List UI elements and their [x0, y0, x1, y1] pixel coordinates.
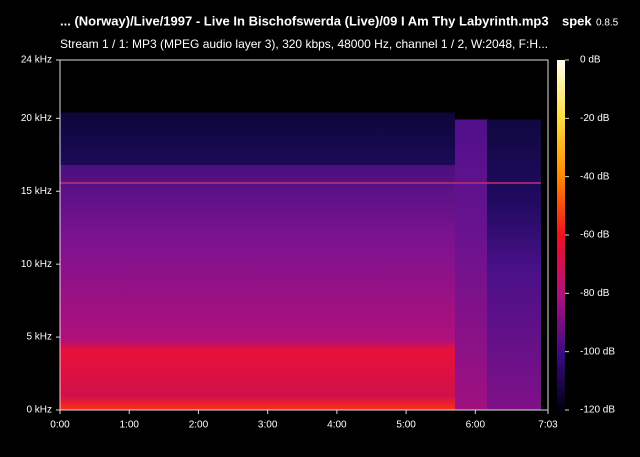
- colorbar-tick-label: -100 dB: [580, 346, 615, 357]
- x-tick-label: 0:00: [50, 420, 70, 431]
- plot-frame: [59, 59, 549, 411]
- y-tick-label: 0 kHz: [26, 405, 52, 416]
- y-tick-label: 10 kHz: [21, 259, 52, 270]
- y-tick-label: 20 kHz: [21, 113, 52, 124]
- x-tick-label: 3:00: [258, 420, 278, 431]
- y-tick-label: 15 kHz: [21, 186, 52, 197]
- x-tick-label: 5:00: [396, 420, 416, 431]
- app-version: 0.8.5: [596, 18, 619, 29]
- colorbar-tick-label: -60 dB: [580, 230, 610, 241]
- x-tick-label: 4:00: [327, 420, 347, 431]
- x-tick-label: 7:03: [538, 420, 558, 431]
- colorbar-tick-label: -20 dB: [580, 113, 610, 124]
- y-tick-label: 5 kHz: [26, 332, 52, 343]
- x-tick-label: 6:00: [466, 420, 486, 431]
- file-title: ... (Norway)/Live/1997 - Live In Bischof…: [60, 13, 549, 28]
- x-tick-label: 1:00: [119, 420, 139, 431]
- colorbar: [557, 60, 565, 410]
- app-name: spek: [562, 13, 592, 28]
- colorbar-tick-label: -80 dB: [580, 288, 610, 299]
- spectrogram: [455, 60, 487, 410]
- colorbar-tick-label: -40 dB: [580, 171, 610, 182]
- y-tick-label: 24 kHz: [21, 55, 52, 66]
- stream-info: Stream 1 / 1: MP3 (MPEG audio layer 3), …: [60, 37, 548, 51]
- colorbar-tick-label: 0 dB: [580, 55, 601, 66]
- spectrogram: [60, 60, 455, 410]
- colorbar-tick-label: -120 dB: [580, 405, 615, 416]
- spectrogram: [487, 60, 541, 410]
- x-tick-label: 2:00: [189, 420, 209, 431]
